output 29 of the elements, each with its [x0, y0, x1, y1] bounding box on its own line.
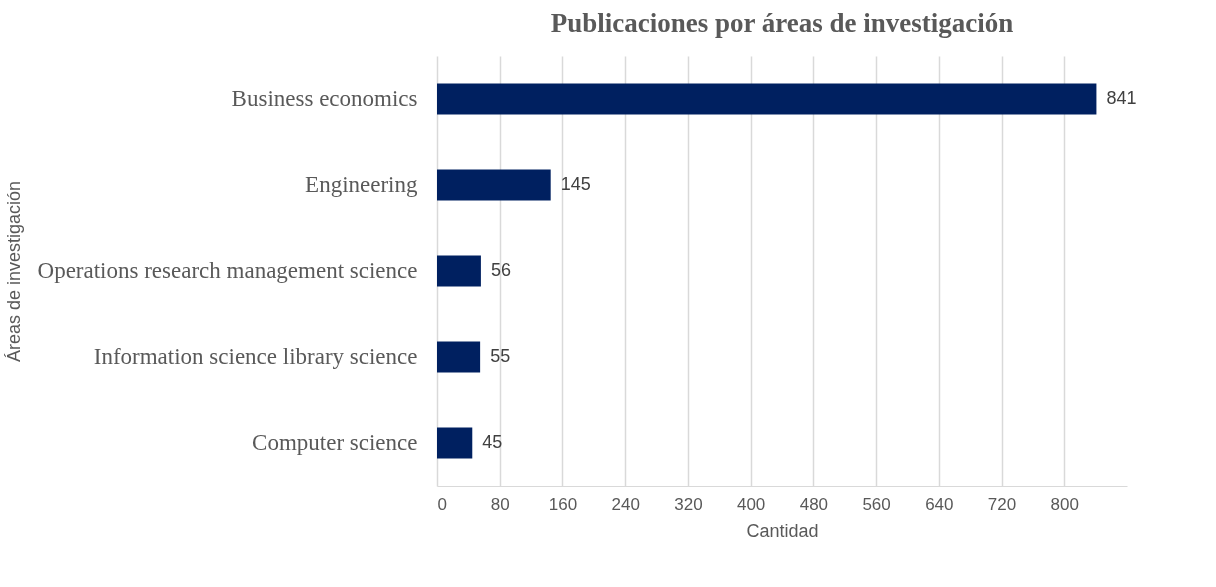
x-tick-label: 480: [799, 494, 829, 514]
x-tick-label: 640: [925, 494, 954, 514]
bar: [437, 83, 1097, 115]
x-axis-title: Cantidad: [746, 520, 819, 541]
x-tick-label: 320: [674, 494, 703, 514]
data-label: 145: [560, 174, 591, 194]
bar: [437, 427, 473, 459]
y-axis-title: Áreas de investigación: [3, 180, 24, 363]
x-tick-label: 800: [1050, 494, 1079, 514]
bar: [437, 169, 551, 201]
x-tick-label: 720: [987, 494, 1017, 514]
data-label: 56: [490, 260, 511, 280]
x-tick-label: 80: [490, 494, 510, 514]
y-tick-label: Engineering: [305, 172, 418, 197]
x-tick-label: 160: [548, 494, 578, 514]
x-tick-label: 560: [862, 494, 891, 514]
x-tick-label: 0: [437, 494, 447, 514]
y-tick-label: Computer science: [252, 430, 418, 455]
data-label: 45: [482, 432, 503, 452]
data-label: 841: [1106, 88, 1137, 108]
y-tick-label: Information science library science: [93, 344, 418, 369]
data-label: 55: [490, 346, 511, 366]
bar: [437, 255, 481, 287]
y-tick-label: Business economics: [231, 86, 418, 111]
chart-title: Publicaciones por áreas de investigación: [550, 8, 1014, 38]
x-tick-label: 400: [736, 494, 766, 514]
bar: [437, 341, 481, 373]
y-tick-label: Operations research management science: [37, 258, 418, 283]
x-tick-label: 240: [611, 494, 640, 514]
